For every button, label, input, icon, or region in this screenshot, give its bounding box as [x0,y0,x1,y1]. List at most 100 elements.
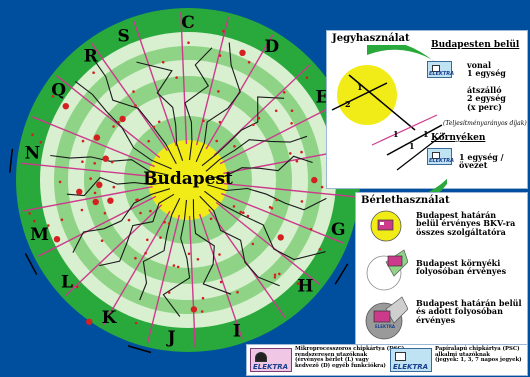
stop-dot [163,220,166,224]
stop-dot [219,280,223,284]
ticket-usage-map: 1 2 1 1 1 [331,45,447,195]
stop-dot [135,198,138,202]
pass-icon-combined: ELEKTRA [365,296,408,340]
major-stop-dot [277,234,284,241]
stop-dot [28,212,31,215]
border-mark [9,148,14,173]
stop-dot [200,310,204,313]
stop-dot [39,141,43,144]
svg-text:1: 1 [409,141,415,151]
corridor-line [20,162,153,178]
svg-text:1: 1 [423,129,429,139]
stop-dot [236,290,239,294]
stop-dot [215,139,218,143]
stop-dot [139,211,142,215]
rail-line [162,199,191,317]
stop-dot [282,91,286,94]
stop-dot [144,251,147,255]
sector-label-e: E [316,87,329,107]
stop-dot [251,242,255,246]
stop-dot [295,159,299,163]
stop-dot [239,210,242,214]
stop-dot [134,104,137,107]
corridor-line [37,195,157,257]
stop-dot [31,133,34,137]
corridor-lines [20,12,356,348]
sector-label-g: G [331,220,346,240]
stop-dot [273,273,277,277]
stop-dot [222,29,225,33]
stop-dot [278,272,281,276]
svg-text:1: 1 [393,129,399,139]
stop-dot [71,284,74,287]
psc-card-label: ELEKTRA [393,363,429,371]
stop-dot [81,139,85,143]
major-stop-dot [119,115,126,123]
sector-label-c: C [181,13,195,33]
sector-labels: CDEFGHIJKLMNQRS [25,13,351,348]
stop-dot [112,125,115,128]
sector-label-q: Q [51,80,66,100]
sector-label-j: J [165,328,175,348]
major-stop-dot [93,134,101,141]
zone-unit-text: 1 egység / övezet [459,152,504,171]
pass-item-combined: Budapest határán belül és adott folyosób… [416,298,522,325]
corridor-line [180,12,188,145]
rail-lines [50,42,327,317]
ticket-card-icon-zone: ELEKTRA [427,148,454,165]
stop-dot [275,198,279,202]
corridor-line [198,213,243,340]
stop-dot [80,208,84,212]
rail-line [139,197,181,301]
border-mark [24,253,38,275]
sector-label-s: S [118,27,130,47]
corridor-line [188,215,196,348]
svg-text:2: 2 [345,99,351,109]
rail-line [66,176,169,197]
sector-label-m: M [30,225,49,245]
stop-dot [132,90,135,93]
corridor-line [22,185,153,212]
svg-text:ELEKTRA: ELEKTRA [375,324,396,329]
svg-text:1: 1 [357,82,363,92]
pass-panel-title: Bérlethasználat [361,195,450,206]
stop-dot [149,209,152,213]
major-stop-dot [239,49,246,56]
stop-dot [100,239,104,242]
city-core [148,140,228,220]
border-mark [127,345,152,354]
stop-dot [93,191,97,195]
sector-label-r: R [84,47,99,67]
rail-line [195,42,241,163]
corridor-line [221,192,344,244]
corridor-line [65,204,163,296]
major-stop-dot [92,198,99,206]
stop-dot [117,121,120,124]
stop-dot [296,282,300,285]
stop-dot [320,185,324,189]
stop-dot [273,276,277,279]
dsc-card-icon: ELEKTRA [250,348,292,372]
major-stop-dot [53,236,61,243]
stop-dot [318,248,322,251]
stop-dot [167,222,171,225]
stop-dot [33,219,36,223]
stop-dot [187,41,190,44]
dsc-card-label: ELEKTRA [253,363,289,371]
legend-panel: ELEKTRA Mikroprocesszoros chipkártya (DS… [246,344,528,376]
stop-dot [246,214,250,218]
ticket-card-icon: ELEKTRA [427,61,454,78]
corridor-line [195,16,230,146]
major-stop-dot [102,155,109,162]
stop-dot [217,90,220,93]
stop-dot [51,95,55,98]
rail-line [74,80,172,170]
stop-dot [201,296,205,300]
corridor-line [32,116,155,168]
corridor-line [223,182,356,198]
fare-note: (Teljesítményarányos díjak) [443,120,527,127]
rail-line [207,155,313,179]
border-mark [334,263,349,285]
sector-label-l: L [61,273,73,293]
rail-line [50,154,169,176]
